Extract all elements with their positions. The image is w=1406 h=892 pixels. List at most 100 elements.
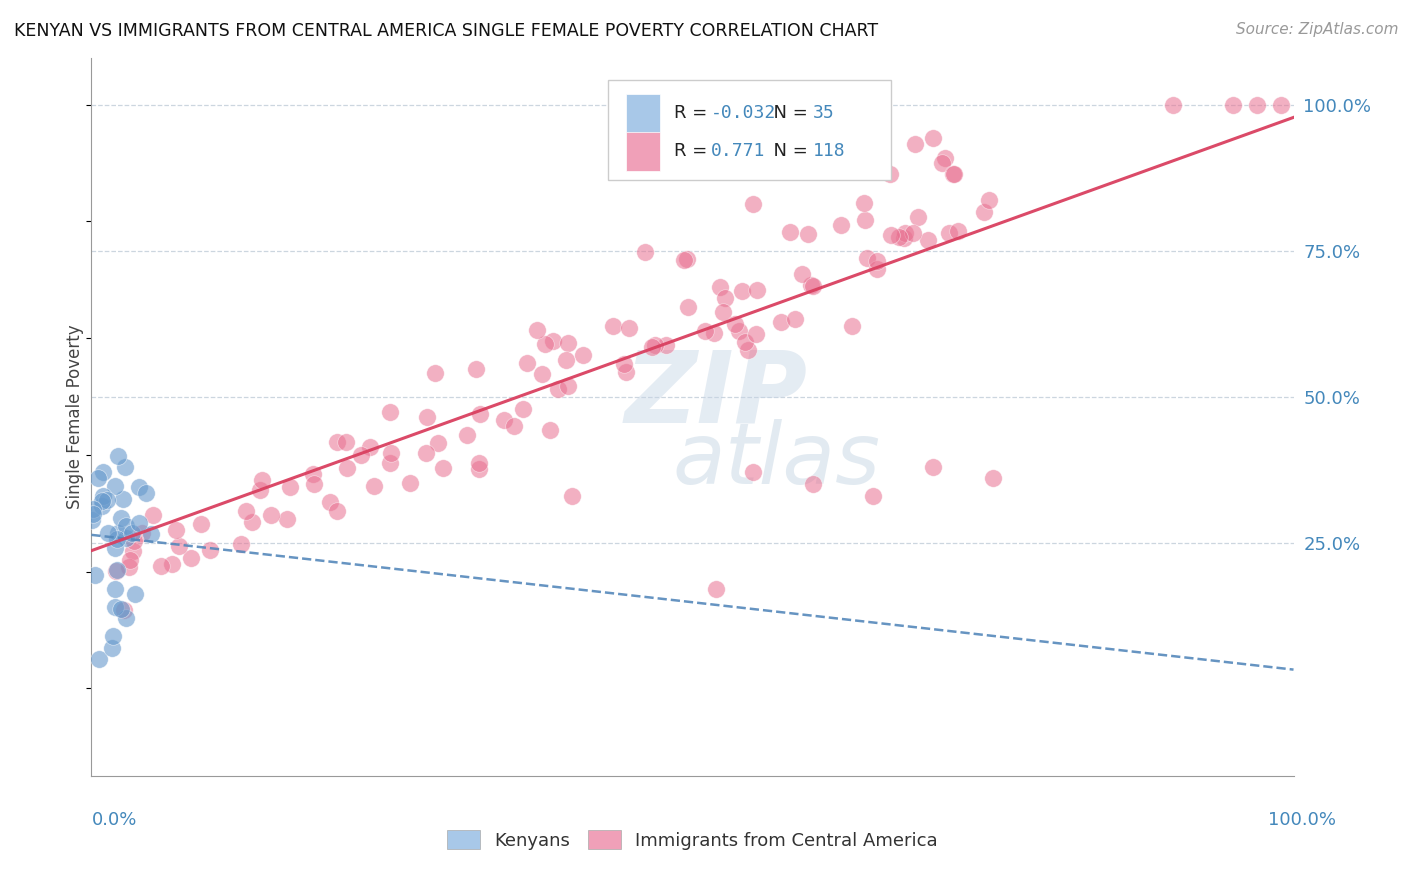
Bar [626,94,659,133]
Point [105,532,128,546]
Point [84,567,107,582]
Point [789,163,811,178]
Point [165,523,187,537]
Point [977,193,1000,207]
Point [432,460,454,475]
Point [326,504,349,518]
Point [110,511,132,525]
Point [101,640,124,655]
Point [893,231,915,245]
Point [80,513,103,527]
Point [942,167,965,181]
Point [693,324,716,338]
Point [131,525,153,540]
Point [319,495,342,509]
Text: Source: ZipAtlas.com: Source: ZipAtlas.com [1236,22,1399,37]
Point [830,218,852,232]
Point [1246,97,1268,112]
Point [128,480,150,494]
Point [703,326,725,340]
Point [931,155,953,169]
Point [139,527,162,541]
Point [142,508,165,522]
Text: KENYAN VS IMMIGRANTS FROM CENTRAL AMERICA SINGLE FEMALE POVERTY CORRELATION CHAR: KENYAN VS IMMIGRANTS FROM CENTRAL AMERIC… [14,22,879,40]
Point [96,492,118,507]
Point [468,462,491,476]
Point [416,410,439,425]
Point [97,526,120,541]
Point [943,167,966,181]
Point [797,227,820,241]
FancyBboxPatch shape [609,79,891,180]
Point [801,278,824,293]
Point [917,233,939,247]
Point [87,471,110,485]
Point [260,508,283,523]
Point [111,492,134,507]
Point [276,512,298,526]
Point [349,448,371,462]
Point [512,402,534,417]
Point [399,476,422,491]
Point [734,335,756,350]
Point [614,365,637,379]
Text: N =: N = [762,143,814,161]
Point [107,450,129,464]
Point [160,557,183,571]
Point [856,251,879,265]
Point [326,435,349,450]
Point [922,130,945,145]
Point [378,404,401,418]
Point [103,478,125,492]
Point [122,543,145,558]
Point [91,466,114,480]
Point [516,356,538,370]
Point [728,324,751,338]
Y-axis label: Single Female Poverty: Single Female Poverty [66,325,84,509]
Point [779,226,801,240]
Point [426,435,449,450]
Point [150,558,173,573]
Point [115,532,138,546]
Point [167,539,190,553]
Point [785,312,807,326]
Point [557,335,579,350]
Point [841,318,863,333]
Point [526,323,548,337]
Point [115,611,138,625]
Text: -0.032: -0.032 [710,104,776,122]
Text: 118: 118 [813,143,845,161]
Point [115,519,138,533]
Point [862,489,884,503]
Point [745,326,768,341]
Point [907,210,929,224]
Point [538,423,561,437]
Point [112,603,135,617]
Point [889,230,911,244]
Point [852,145,875,160]
Point [534,337,557,351]
Point [973,205,995,219]
Point [853,195,876,210]
Point [235,504,257,518]
Point [640,340,662,354]
Point [741,197,763,211]
Text: 0.771: 0.771 [710,143,765,161]
Point [107,563,129,577]
Point [180,550,202,565]
Point [602,318,624,333]
Point [278,480,301,494]
Point [101,629,124,643]
Point [672,252,695,267]
Point [465,362,488,376]
Point [770,315,793,329]
Point [557,379,579,393]
Point [82,502,104,516]
Point [747,283,769,297]
Point [922,459,945,474]
Point [336,460,359,475]
Text: N =: N = [762,104,814,122]
Point [741,466,763,480]
Point [252,473,274,487]
Point [934,151,956,165]
